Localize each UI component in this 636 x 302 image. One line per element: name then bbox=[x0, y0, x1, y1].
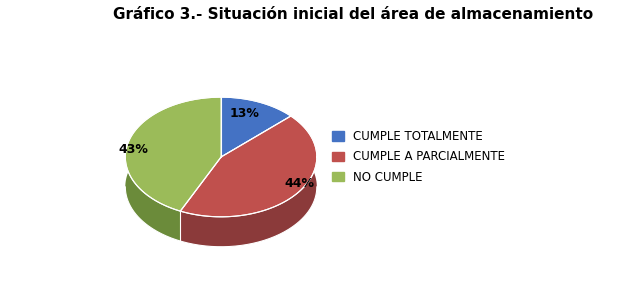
Polygon shape bbox=[221, 97, 291, 146]
Text: Gráfico 3.- Situación inicial del área de almacenamiento: Gráfico 3.- Situación inicial del área d… bbox=[113, 7, 593, 22]
Polygon shape bbox=[180, 116, 317, 217]
Polygon shape bbox=[125, 97, 221, 241]
Polygon shape bbox=[180, 116, 317, 247]
Text: 43%: 43% bbox=[118, 143, 148, 156]
Polygon shape bbox=[221, 97, 291, 157]
Polygon shape bbox=[125, 97, 221, 211]
Legend: CUMPLE TOTALMENTE, CUMPLE A PARCIALMENTE, NO CUMPLE: CUMPLE TOTALMENTE, CUMPLE A PARCIALMENTE… bbox=[329, 127, 509, 187]
Text: 13%: 13% bbox=[230, 107, 259, 120]
Text: 44%: 44% bbox=[284, 177, 314, 190]
